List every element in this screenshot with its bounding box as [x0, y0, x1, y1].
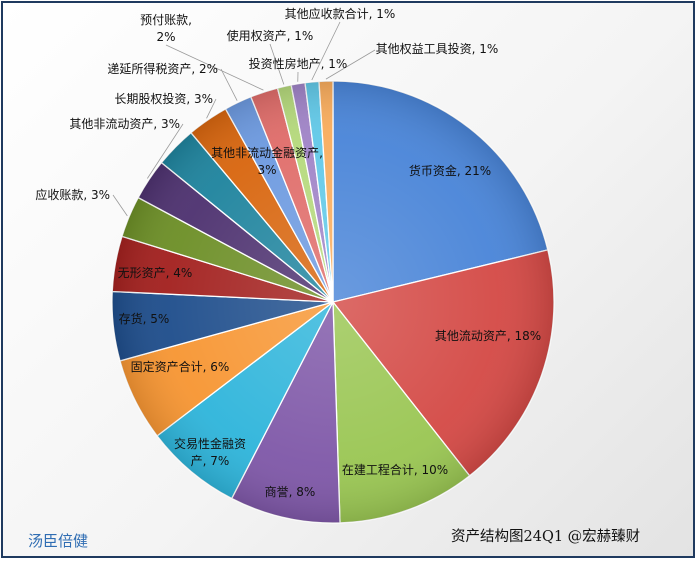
- leader-line: [147, 123, 184, 179]
- slice-label: 固定资产合计, 6%: [131, 359, 230, 374]
- slice-label: 其他权益工具投资, 1%: [376, 41, 499, 56]
- slice-label: 其他应收款合计, 1%: [285, 6, 396, 21]
- leader-line: [206, 98, 217, 119]
- leader-line: [325, 49, 376, 80]
- slice-label: 投资性房地产, 1%: [249, 56, 348, 71]
- slice-label: 交易性金融资产, 7%: [174, 436, 246, 468]
- chart-caption: 资产结构图24Q1 @宏赫臻财: [451, 528, 640, 545]
- slice-label: 其他非流动资产, 3%: [69, 117, 180, 131]
- leader-line: [269, 43, 285, 85]
- slice-labels: 货币资金, 21% 其他流动资产, 18% 在建工程合计, 10% 商誉, 8% 交易性…: [35, 6, 541, 499]
- leader-line: [165, 44, 264, 91]
- slice-label: 预付账款, 2%: [140, 13, 192, 44]
- slice-label: 其他非流动金融资产, 3%: [211, 145, 323, 177]
- slice-label: 无形资产, 4%: [118, 266, 193, 280]
- slice-label: 使用权资产, 1%: [227, 28, 314, 43]
- slice-label: 长期股权投资, 3%: [114, 91, 213, 106]
- leader-line: [311, 21, 341, 81]
- slice-label: 存货, 5%: [119, 311, 170, 326]
- leader-line: [112, 194, 128, 217]
- slice-label: 应收账款, 3%: [35, 187, 110, 202]
- slice-label: 在建工程合计, 10%: [342, 462, 448, 477]
- leader-line: [220, 68, 238, 101]
- leader-lines: [112, 21, 376, 217]
- slice-label: 货币资金, 21%: [409, 163, 491, 178]
- slice-label: 商誉, 8%: [265, 484, 316, 499]
- pie-slices: [111, 80, 555, 524]
- slice-label: 递延所得税资产, 2%: [107, 61, 218, 76]
- author-label: 汤臣倍健: [28, 532, 88, 550]
- slice-label: 其他流动资产, 18%: [435, 329, 541, 343]
